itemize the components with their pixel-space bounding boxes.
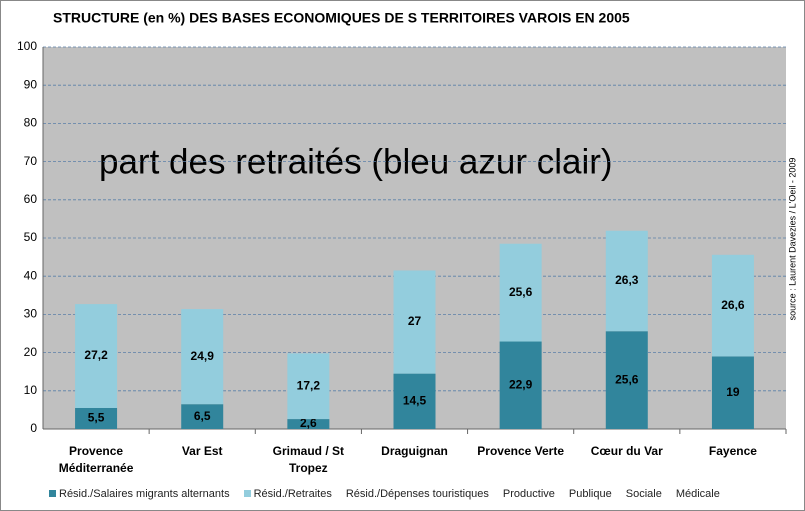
bar-segment	[287, 353, 330, 420]
y-tick-label: 50	[24, 230, 38, 244]
legend-label: Publique	[568, 488, 612, 500]
legend-label: Résid./Salaires migrants alternants	[59, 488, 230, 500]
bar-segment	[711, 356, 754, 429]
bar-segment	[181, 309, 224, 405]
legend-item: Résid./Dépenses touristiques	[346, 488, 489, 500]
legend: Résid./Salaires migrants alternants Résid…	[49, 488, 720, 500]
legend-label: Résid./Retraites	[253, 488, 332, 500]
y-tick-label: 30	[24, 307, 38, 321]
value-label: 26,6	[721, 298, 745, 312]
value-label: 14,5	[403, 393, 427, 407]
x-tick-label: Var Est	[181, 444, 223, 458]
y-tick-label: 10	[24, 383, 38, 397]
legend-item: Publique	[569, 488, 612, 500]
value-label: 26,3	[615, 273, 639, 287]
y-tick-label: 0	[30, 421, 37, 435]
y-tick-label: 40	[24, 268, 38, 282]
y-tick-label: 90	[24, 77, 38, 91]
legend-label: Résid./Dépenses touristiques	[345, 488, 489, 500]
x-tick-label: Cœur du Var	[590, 444, 663, 458]
value-label: 6,5	[194, 409, 211, 423]
x-tick-label: Grimaud / St Tropez	[272, 444, 345, 475]
y-tick-label: 80	[24, 116, 38, 130]
bar-segment	[393, 270, 436, 374]
legend-label: Médicale	[675, 488, 720, 500]
value-label: 27	[408, 314, 422, 328]
y-tick-label: 60	[24, 192, 38, 206]
bar-segment	[605, 230, 648, 332]
legend-item: Résid./Salaires migrants alternants	[49, 488, 230, 500]
bar-segment	[75, 304, 118, 408]
bar-segment	[287, 419, 330, 429]
bar-segment	[499, 243, 542, 342]
bar-segment	[75, 407, 118, 429]
bar-segment	[711, 254, 754, 357]
value-label: 24,9	[191, 349, 215, 363]
legend-item: Productive	[503, 488, 555, 500]
legend-item: Médicale	[676, 488, 720, 500]
y-tick-label: 100	[17, 39, 37, 53]
chart-title: STRUCTURE (en %) DES BASES ECONOMIQUES D…	[53, 10, 630, 26]
value-label: 5,5	[88, 411, 105, 425]
legend-item: Sociale	[626, 488, 662, 500]
value-label: 25,6	[509, 285, 533, 299]
value-label: 27,2	[84, 348, 108, 362]
x-tick-label: Provence Méditerranée	[58, 444, 134, 475]
legend-label: Sociale	[625, 488, 662, 500]
legend-swatch	[243, 490, 251, 497]
value-label: 19	[726, 385, 740, 399]
legend-label: Productive	[502, 488, 555, 500]
bar-segment	[499, 341, 542, 429]
x-tick-label: Provence Verte	[477, 444, 564, 458]
bar-segment	[181, 404, 224, 429]
bar-segment	[393, 373, 436, 429]
y-tick-label: 70	[24, 154, 38, 168]
bar-segment	[605, 331, 648, 429]
value-label: 25,6	[615, 372, 639, 386]
y-tick-label: 20	[24, 345, 38, 359]
value-label: 17,2	[297, 378, 321, 392]
value-label: 22,9	[509, 377, 533, 391]
x-tick-label: Draguignan	[381, 444, 448, 458]
legend-item: Résid./Retraites	[243, 488, 332, 500]
source: source : Laurent Davezies / L'Oeil - 200…	[787, 158, 797, 321]
legend-swatch	[49, 490, 56, 497]
x-tick-label: Fayence	[708, 444, 757, 458]
value-label: 2,6	[300, 416, 317, 430]
